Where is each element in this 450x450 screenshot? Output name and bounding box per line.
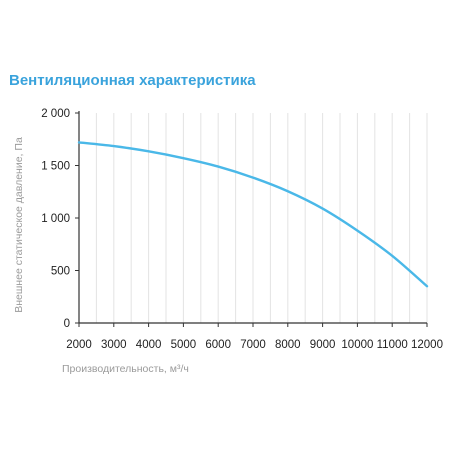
y-tick-label: 1 500 [41,161,70,173]
x-tick-label: 2000 [66,339,92,351]
y-axis-title: Внешнее статическое давление, Па [13,137,25,313]
y-tick-label: 0 [64,318,70,330]
x-tick-label: 7000 [240,339,266,351]
series-line [77,141,429,288]
y-tick-label: 500 [51,266,70,278]
x-tick-label: 6000 [205,339,231,351]
x-tick-label: 3000 [101,339,127,351]
series-layer [77,141,429,288]
y-tick-label: 2 000 [41,108,70,120]
y-tick-label: 1 000 [41,213,70,225]
x-tick-label: 9000 [310,339,336,351]
chart-title: Вентиляционная характеристика [9,72,256,89]
x-tick-label: 8000 [275,339,301,351]
x-tick-label: 12000 [411,339,443,351]
x-tick-label: 4000 [136,339,162,351]
grid-lines [95,113,428,323]
x-tick-label: 11000 [377,339,408,351]
x-tick-label: 5000 [171,339,197,351]
x-axis-title: Производительность, м³/ч [62,363,189,375]
x-tick-label: 10000 [341,339,373,351]
tick-labels: 0 500 1 000 1 500 2 000 2000 3000 4000 5000 6000 7… [41,108,443,351]
axes [75,111,428,327]
